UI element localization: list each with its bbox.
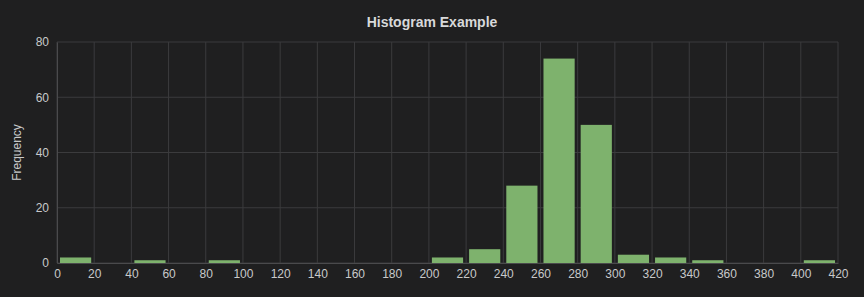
tick: 80: [36, 35, 57, 49]
tick-label: 240: [494, 267, 514, 281]
bar: [97, 263, 128, 264]
tick: 380: [754, 263, 774, 281]
tick: 400: [791, 263, 811, 281]
tick-label: 100: [233, 267, 253, 281]
tick-label: 120: [271, 267, 291, 281]
bar: [60, 257, 91, 263]
tick: 260: [531, 263, 551, 281]
tick: 240: [494, 263, 514, 281]
tick-label: 20: [88, 267, 102, 281]
chart: 0204060801001201401601802002202402602803…: [0, 0, 864, 297]
tick-label: 40: [36, 146, 50, 160]
bar: [246, 263, 277, 264]
tick-label: 80: [200, 267, 214, 281]
tick: 140: [308, 263, 328, 281]
tick: 120: [271, 263, 291, 281]
tick-label: 160: [345, 267, 365, 281]
tick-label: 340: [680, 267, 700, 281]
tick: 180: [382, 263, 402, 281]
grid-line: [57, 42, 58, 263]
tick: 20: [88, 263, 102, 281]
bar: [209, 260, 240, 263]
tick-label: 420: [828, 267, 848, 281]
tick-label: 60: [36, 91, 50, 105]
bars: [60, 59, 835, 263]
tick-label: 180: [382, 267, 402, 281]
bar: [618, 255, 649, 263]
bar: [469, 249, 500, 263]
axis-line: [57, 43, 58, 264]
bar: [543, 59, 574, 263]
tick-label: 380: [754, 267, 774, 281]
tick: 340: [680, 263, 700, 281]
tick: 0: [54, 263, 61, 281]
x-axis: 0 20 40 60 80 100 120 140 160 180 200 220 240 260 280 3…: [54, 263, 849, 281]
tick-label: 60: [162, 267, 176, 281]
bar: [729, 263, 760, 264]
tick-label: 40: [125, 267, 139, 281]
bar: [172, 263, 203, 264]
tick-label: 260: [531, 267, 551, 281]
tick: 40: [36, 146, 57, 160]
tick: 220: [457, 263, 477, 281]
tick-label: 360: [717, 267, 737, 281]
tick-label: 140: [308, 267, 328, 281]
tick-label: 0: [54, 267, 61, 281]
bar: [358, 263, 389, 264]
bar: [804, 260, 835, 263]
tick: 20: [36, 201, 57, 215]
grid-line: [57, 207, 838, 208]
grid-line: [57, 42, 838, 43]
tick: 420: [828, 263, 848, 281]
tick: 0: [42, 256, 57, 270]
tick-label: 200: [419, 267, 439, 281]
background: [0, 0, 864, 297]
tick-label: 220: [457, 267, 477, 281]
bar: [767, 263, 798, 264]
tick: 80: [200, 263, 214, 281]
bar: [134, 260, 165, 263]
tick: 200: [419, 263, 439, 281]
tick: 40: [125, 263, 139, 281]
plot: 0204060801001201401601802002202402602803…: [36, 35, 849, 280]
tick: 60: [162, 263, 176, 281]
axis-line: [58, 263, 839, 264]
grid-line: [57, 152, 838, 153]
tick-label: 400: [791, 267, 811, 281]
bar: [395, 263, 426, 264]
bar: [506, 186, 537, 263]
bar: [283, 263, 314, 264]
tick-label: 20: [36, 201, 50, 215]
bar: [320, 263, 351, 264]
y-axis: 0 20 40 60 80: [36, 35, 58, 270]
bar: [692, 260, 723, 263]
tick: 60: [36, 91, 57, 105]
bar: [655, 257, 686, 263]
tick: 160: [345, 263, 365, 281]
bar: [432, 257, 463, 263]
tick: 360: [717, 263, 737, 281]
bar: [581, 125, 612, 263]
grid-line: [57, 97, 838, 98]
tick-label: 300: [605, 267, 625, 281]
tick-label: 80: [36, 35, 50, 49]
tick-label: 320: [643, 267, 663, 281]
tick: 320: [643, 263, 663, 281]
title: Histogram Example: [367, 14, 498, 30]
tick: 300: [605, 263, 625, 281]
tick-label: 280: [568, 267, 588, 281]
y-axis-title: Frequency: [10, 124, 24, 181]
tick-label: 0: [42, 256, 49, 270]
grid: [57, 42, 838, 263]
tick: 280: [568, 263, 588, 281]
tick: 100: [233, 263, 253, 281]
